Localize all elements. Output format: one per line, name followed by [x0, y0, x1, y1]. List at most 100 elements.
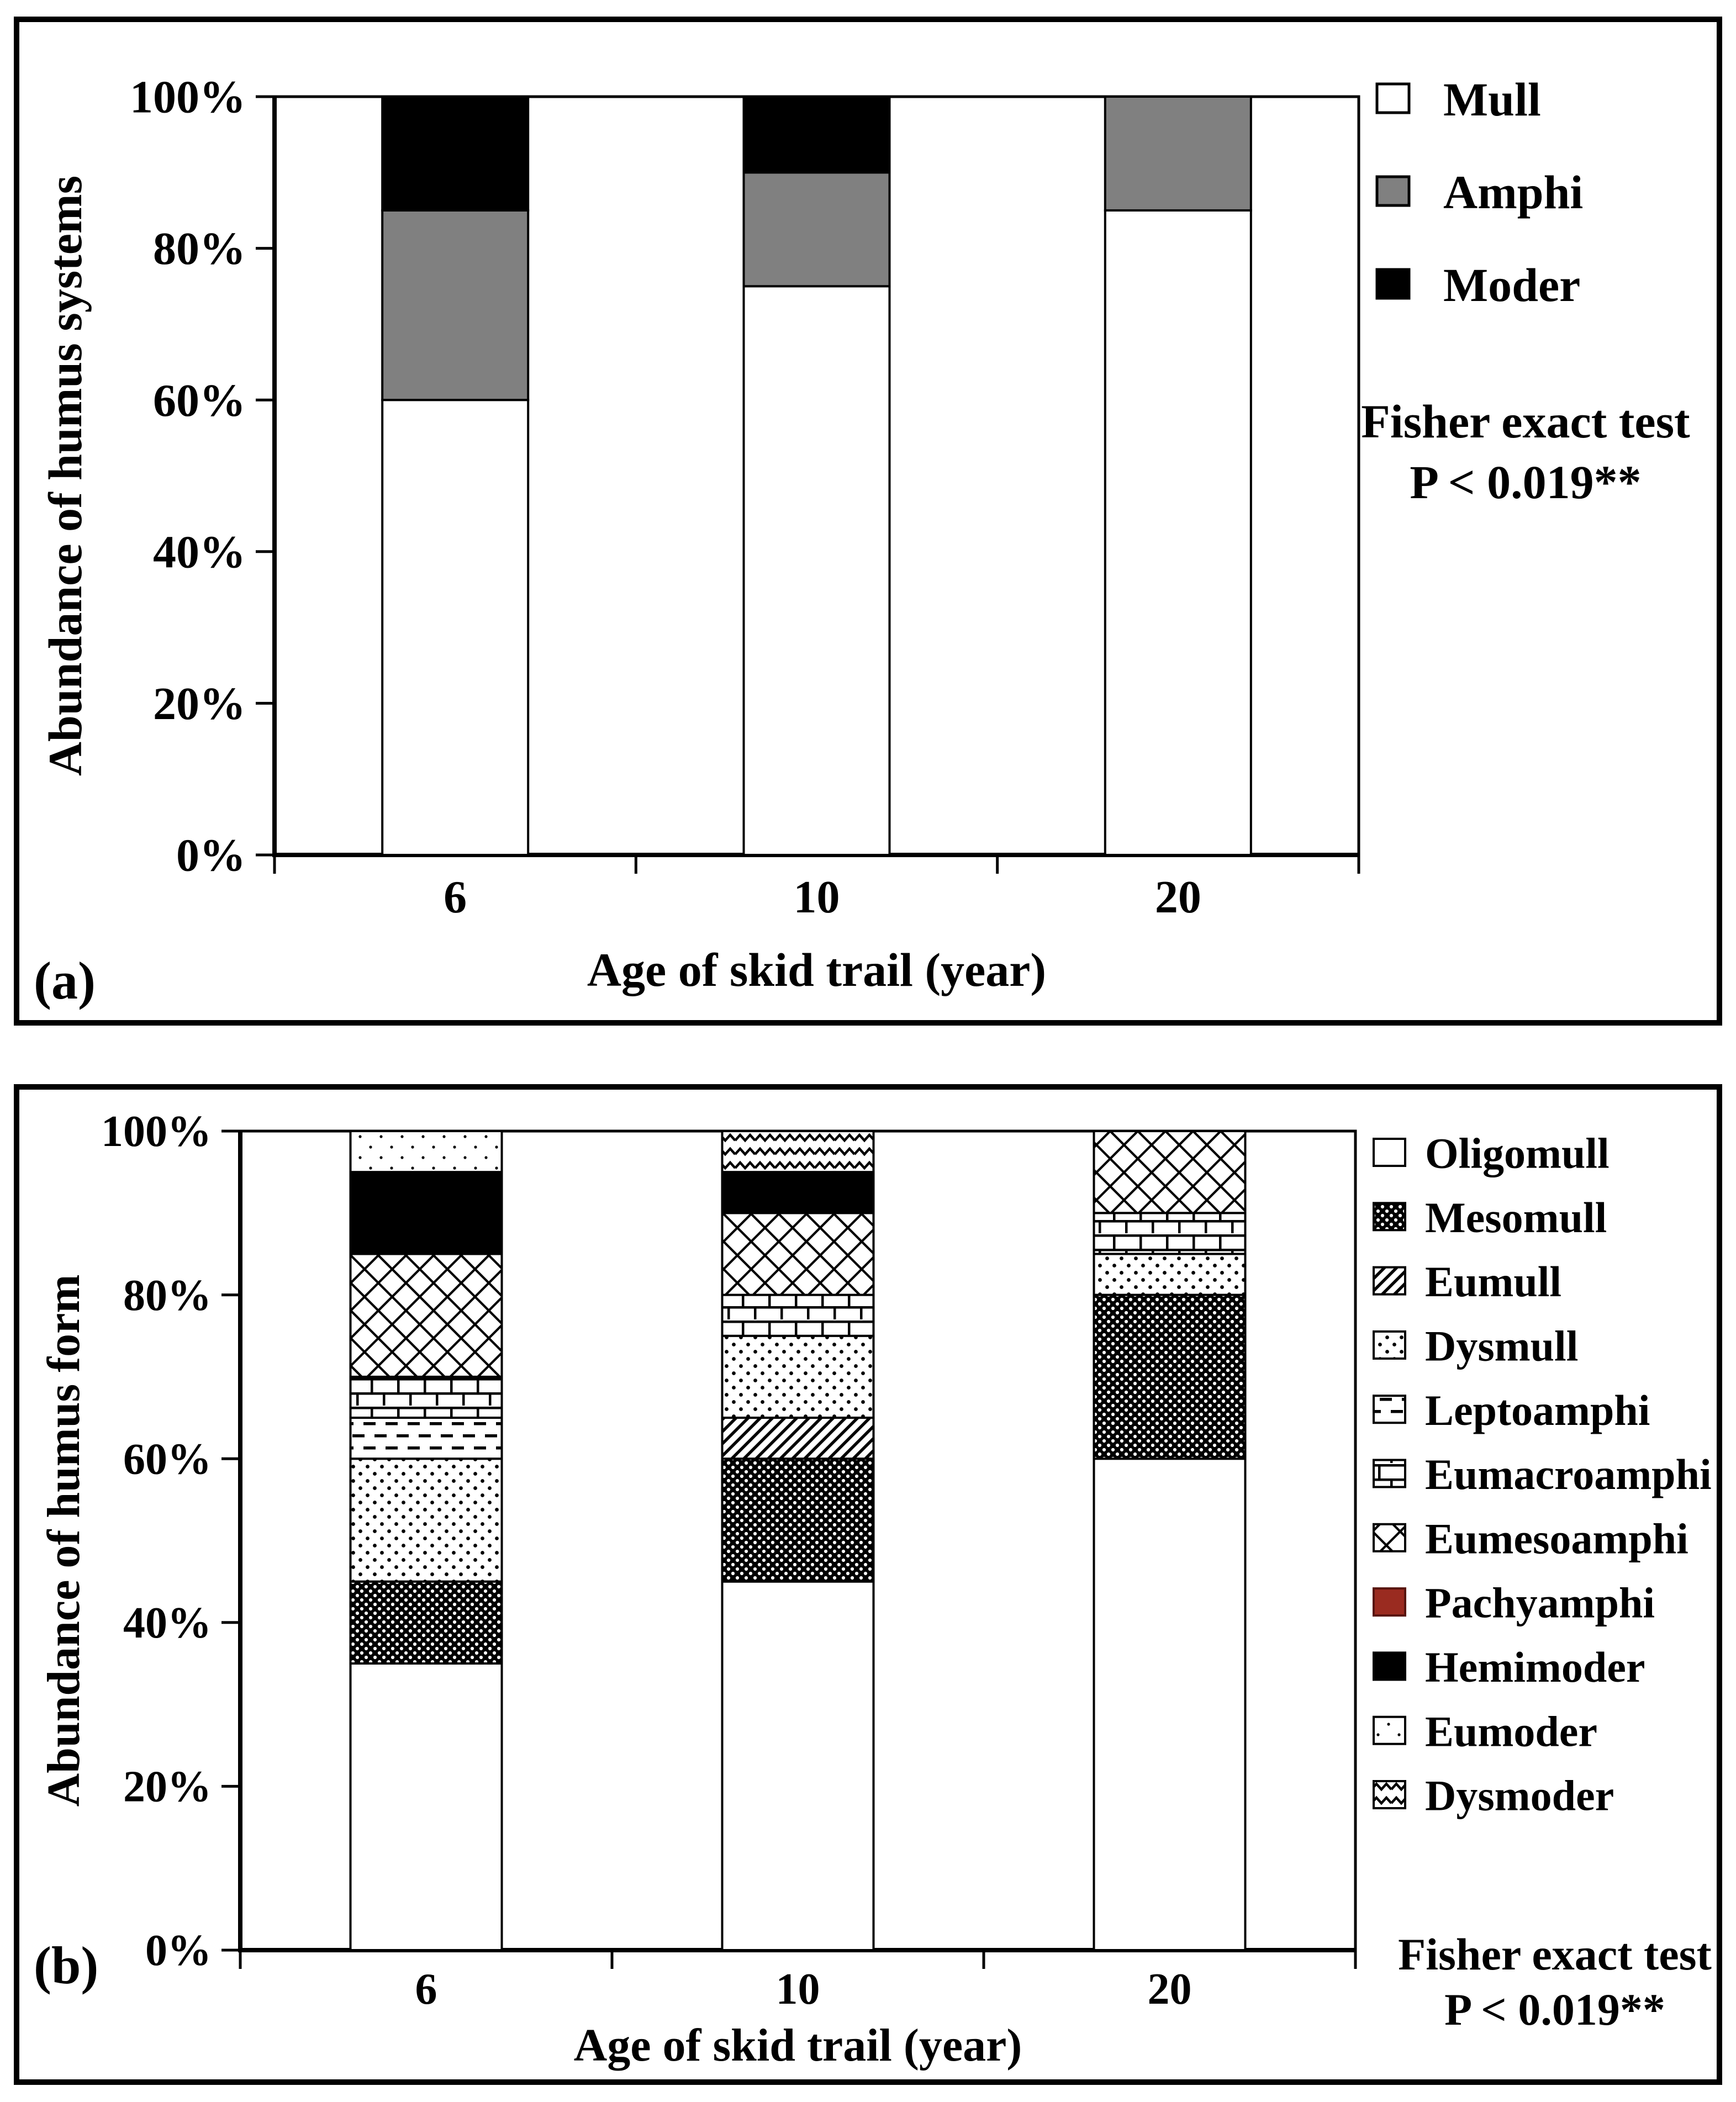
- legend-item: Amphi: [1375, 166, 1583, 219]
- bar-segment-amphi-age6: [381, 209, 530, 402]
- bar-segment-eumesoamphi-age20: [1093, 1130, 1247, 1214]
- panel-label: (b): [34, 1936, 98, 1995]
- x-category-label: 6: [415, 1965, 437, 2014]
- legend-item: Eumull: [1373, 1258, 1561, 1306]
- bar-segment-eumacroamphi-age20: [1093, 1212, 1247, 1255]
- panel-b-humus-form-chart: 0% 20% 40% 60% 80% 100% 6 10 20 Age of skid trail…: [14, 1084, 1722, 2085]
- legend-swatch-oligomull: [1373, 1138, 1406, 1167]
- bar-segment-mesomull-age10: [721, 1457, 875, 1583]
- legend-label: Amphi: [1443, 166, 1583, 219]
- y-tick-label: 60%: [123, 1435, 212, 1483]
- legend-label: Leptoamphi: [1425, 1386, 1650, 1434]
- legend-item: Leptoamphi: [1373, 1386, 1650, 1434]
- legend-swatch-hemimoder: [1373, 1651, 1406, 1681]
- bar-segment-mesomull-age6: [349, 1580, 503, 1665]
- legend-swatch-mull: [1375, 82, 1411, 114]
- legend-label: Oligomull: [1425, 1129, 1610, 1177]
- y-axis-title: Abundance of humus form: [38, 1275, 89, 1807]
- x-category-label: 10: [776, 1965, 820, 2014]
- legend-swatch-eumull: [1373, 1266, 1406, 1296]
- bar-segment-dysmoder-age10: [721, 1130, 875, 1174]
- legend-swatch-leptoamphi: [1373, 1395, 1406, 1424]
- bar-segment-dysmull-age6: [349, 1457, 503, 1583]
- y-tick-label: 0%: [176, 830, 246, 881]
- panel-a-humus-systems-chart: 0% 20% 40% 60% 80% 100% 6 10 20 Age of skid trail…: [14, 17, 1722, 1026]
- panel-label: (a): [34, 951, 96, 1010]
- fisher-test-note-line: Fisher exact test: [1398, 1929, 1712, 1979]
- legend-item: Mull: [1375, 73, 1541, 126]
- bar-segment-eumacroamphi-age10: [721, 1293, 875, 1337]
- bar-segment-amphi-age20: [1104, 96, 1252, 212]
- legend-swatch-pachyamphi: [1373, 1587, 1406, 1617]
- x-category-label: 20: [1155, 872, 1201, 923]
- legend-item: Eumoder: [1373, 1707, 1597, 1755]
- legend-label: Eumull: [1425, 1258, 1561, 1306]
- bar-segment-hemimoder-age10: [721, 1171, 875, 1214]
- bar-segment-eumull-age10: [721, 1417, 875, 1460]
- fisher-test-note-line: P < 0.019**: [1444, 1984, 1665, 2035]
- bar-segment-mull-age10: [742, 285, 891, 856]
- legend-label: Pachyamphi: [1425, 1579, 1655, 1627]
- legend-item: Moder: [1375, 258, 1580, 311]
- legend-label: Dysmoder: [1425, 1772, 1614, 1820]
- chart-a-canvas: 0% 20% 40% 60% 80% 100% 6 10 20 Age of skid trail…: [34, 72, 1690, 1010]
- y-tick-label: 80%: [153, 223, 246, 274]
- bar-segment-dysmull-age20: [1093, 1253, 1247, 1296]
- y-tick-label: 100%: [101, 1107, 212, 1156]
- legend-item: Dysmoder: [1373, 1772, 1614, 1820]
- bar-segment-eumesoamphi-age10: [721, 1212, 875, 1296]
- bar-segment-leptoamphi-age6: [349, 1417, 503, 1460]
- legend-swatch-dysmull: [1373, 1330, 1406, 1360]
- bar-segment-moder-age6: [381, 96, 530, 212]
- bar-segment-oligomull-age10: [721, 1580, 875, 1951]
- legend-label: Moder: [1443, 258, 1580, 311]
- legend-swatch-dysmoder: [1373, 1780, 1406, 1809]
- y-tick-label: 100%: [130, 72, 246, 123]
- x-category-label: 20: [1148, 1965, 1192, 2014]
- y-tick-label: 20%: [153, 678, 246, 730]
- x-axis-title: Age of skid trail (year): [587, 943, 1046, 996]
- legend-item: Eumacroamphi: [1373, 1450, 1712, 1498]
- legend-swatch-moder: [1375, 268, 1411, 300]
- legend-item: Hemimoder: [1373, 1643, 1645, 1691]
- bar-segment-oligomull-age6: [349, 1662, 503, 1951]
- y-tick-label: 40%: [153, 526, 246, 578]
- legend-label: Dysmull: [1425, 1322, 1578, 1370]
- legend-label: Hemimoder: [1425, 1643, 1645, 1691]
- legend-label: Eumoder: [1425, 1707, 1597, 1755]
- x-category-label: 10: [794, 872, 840, 923]
- y-axis-title: Abundance of humus systems: [39, 176, 92, 776]
- legend-label: Mull: [1443, 73, 1541, 126]
- bar-segment-eumoder-age6: [349, 1130, 503, 1174]
- y-tick-label: 0%: [145, 1926, 212, 1975]
- legend-swatch-amphi: [1375, 175, 1411, 207]
- bar-segment-mesomull-age20: [1093, 1293, 1247, 1460]
- legend-item: Eumesoamphi: [1373, 1514, 1688, 1562]
- fisher-test-note-line: Fisher exact test: [1361, 395, 1690, 448]
- bar-segment-oligomull-age20: [1093, 1457, 1247, 1951]
- bar-segment-moder-age10: [742, 96, 891, 174]
- legend-item: Mesomull: [1373, 1193, 1607, 1242]
- bar-segment-dysmull-age10: [721, 1334, 875, 1419]
- bar-segment-hemimoder-age6: [349, 1171, 503, 1255]
- x-category-label: 6: [444, 872, 467, 923]
- legend-swatch-mesomull: [1373, 1202, 1406, 1232]
- y-tick-label: 80%: [123, 1271, 212, 1320]
- legend-label: Eumesoamphi: [1425, 1514, 1688, 1562]
- y-tick-label: 60%: [153, 375, 246, 426]
- y-tick-label: 20%: [123, 1763, 212, 1811]
- legend-label: Eumacroamphi: [1425, 1450, 1712, 1498]
- legend-swatch-eumoder: [1373, 1715, 1406, 1745]
- bar-segment-mull-age6: [381, 399, 530, 856]
- legend-swatch-eumacroamphi: [1373, 1459, 1406, 1488]
- y-tick-label: 40%: [123, 1599, 212, 1647]
- chart-b-canvas: 0% 20% 40% 60% 80% 100% 6 10 20 Age of skid trail…: [34, 1107, 1712, 2071]
- bar-segment-eumesoamphi-age6: [349, 1253, 503, 1378]
- x-axis-title: Age of skid trail (year): [574, 2020, 1022, 2071]
- bar-segment-mull-age20: [1104, 209, 1252, 857]
- bar-segment-eumacroamphi-age6: [349, 1375, 503, 1419]
- legend-item: Pachyamphi: [1373, 1579, 1655, 1627]
- legend-item: Oligomull: [1373, 1129, 1610, 1177]
- bar-segment-amphi-age10: [742, 171, 891, 288]
- legend-item: Dysmull: [1373, 1322, 1578, 1370]
